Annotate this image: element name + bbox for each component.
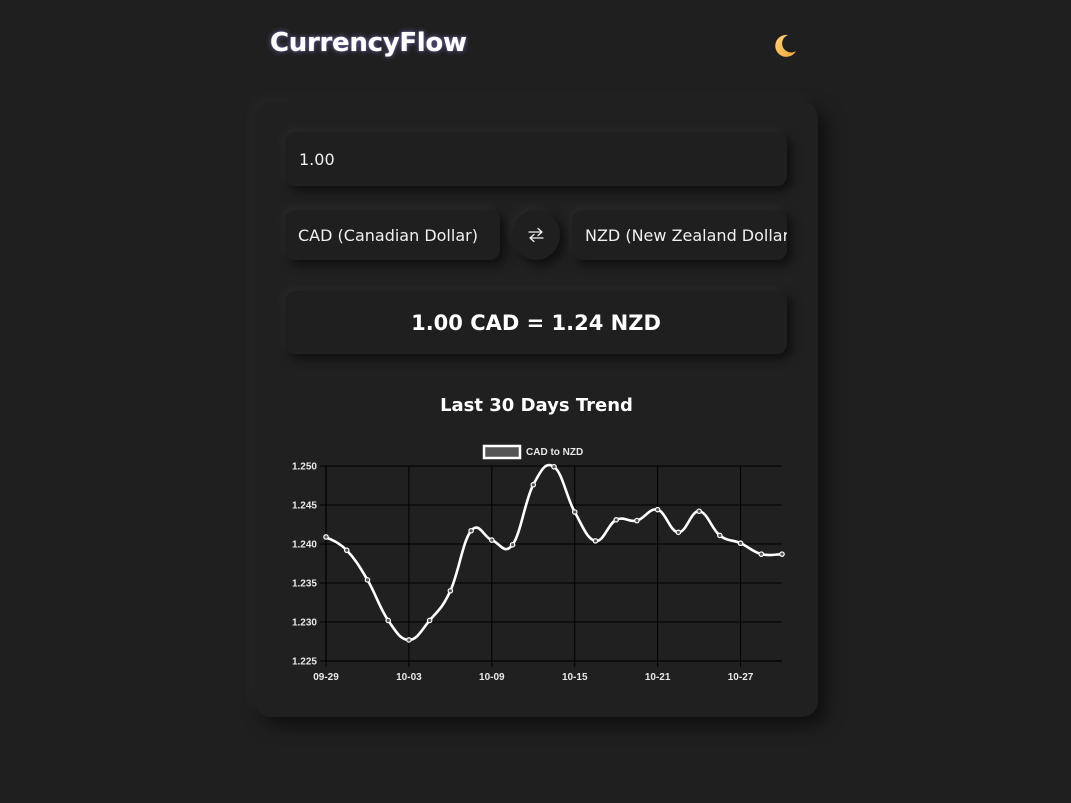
converter-card: CAD (Canadian Dollar) NZD (New Zealand D… — [255, 102, 818, 717]
data-point — [758, 551, 765, 557]
conversion-result: 1.00 CAD = 1.24 NZD — [285, 291, 787, 354]
from-currency-select[interactable]: CAD (Canadian Dollar) — [285, 210, 500, 260]
data-point — [634, 517, 640, 524]
y-tick-label: 1.230 — [292, 618, 317, 629]
data-point — [717, 532, 723, 539]
app-title: CurrencyFlow — [270, 28, 467, 58]
chart-title: Last 30 Days Trend — [440, 395, 633, 416]
y-tick-label: 1.245 — [292, 501, 317, 512]
amount-input[interactable] — [285, 132, 787, 186]
data-point — [364, 577, 371, 583]
swap-button[interactable] — [512, 210, 560, 260]
data-point — [675, 529, 682, 536]
data-point — [468, 527, 474, 534]
series-line — [325, 463, 783, 642]
y-tick-label: 1.240 — [292, 540, 317, 551]
legend-swatch — [482, 444, 522, 460]
theme-toggle-button[interactable] — [768, 30, 800, 62]
to-currency-value: NZD (New Zealand Dollar) — [585, 225, 787, 245]
y-tick-label: 1.250 — [292, 462, 317, 473]
data-point — [779, 551, 785, 557]
data-point — [447, 588, 454, 594]
data-point — [343, 547, 350, 554]
data-point — [571, 509, 578, 515]
data-point — [592, 538, 599, 544]
data-point — [323, 534, 329, 540]
trend-chart-svg: 1.250 1.245 1.240 1.235 1.230 1.225 09-29 10-03… — [292, 444, 785, 683]
trend-chart: 1.250 1.245 1.240 1.235 1.230 1.225 09-29 10-03… — [277, 438, 797, 698]
data-point — [385, 617, 391, 624]
data-point — [737, 540, 744, 547]
x-tick-label: 10-15 — [562, 672, 588, 683]
data-point — [426, 617, 433, 624]
data-point — [509, 541, 516, 548]
x-tick-label: 09-29 — [313, 672, 339, 683]
x-tick-label: 10-09 — [479, 672, 505, 683]
legend-label: CAD to NZD — [526, 447, 583, 458]
to-currency-select[interactable]: NZD (New Zealand Dollar) — [572, 210, 787, 260]
x-tick-label: 10-21 — [645, 672, 671, 683]
data-point — [530, 481, 537, 488]
from-currency-value: CAD (Canadian Dollar) — [298, 225, 478, 245]
swap-arrows-icon — [528, 227, 544, 243]
data-point — [654, 506, 661, 513]
x-tick-label: 10-03 — [396, 672, 422, 683]
data-point — [489, 537, 495, 543]
y-tick-label: 1.225 — [292, 657, 317, 668]
x-tick-label: 10-27 — [728, 672, 754, 683]
chart-legend: CAD to NZD — [482, 444, 583, 460]
data-point — [551, 463, 557, 470]
data-point — [696, 508, 702, 515]
data-point — [613, 517, 619, 523]
crescent-moon-icon — [775, 34, 796, 57]
data-point — [406, 637, 412, 643]
y-tick-label: 1.235 — [292, 579, 317, 590]
